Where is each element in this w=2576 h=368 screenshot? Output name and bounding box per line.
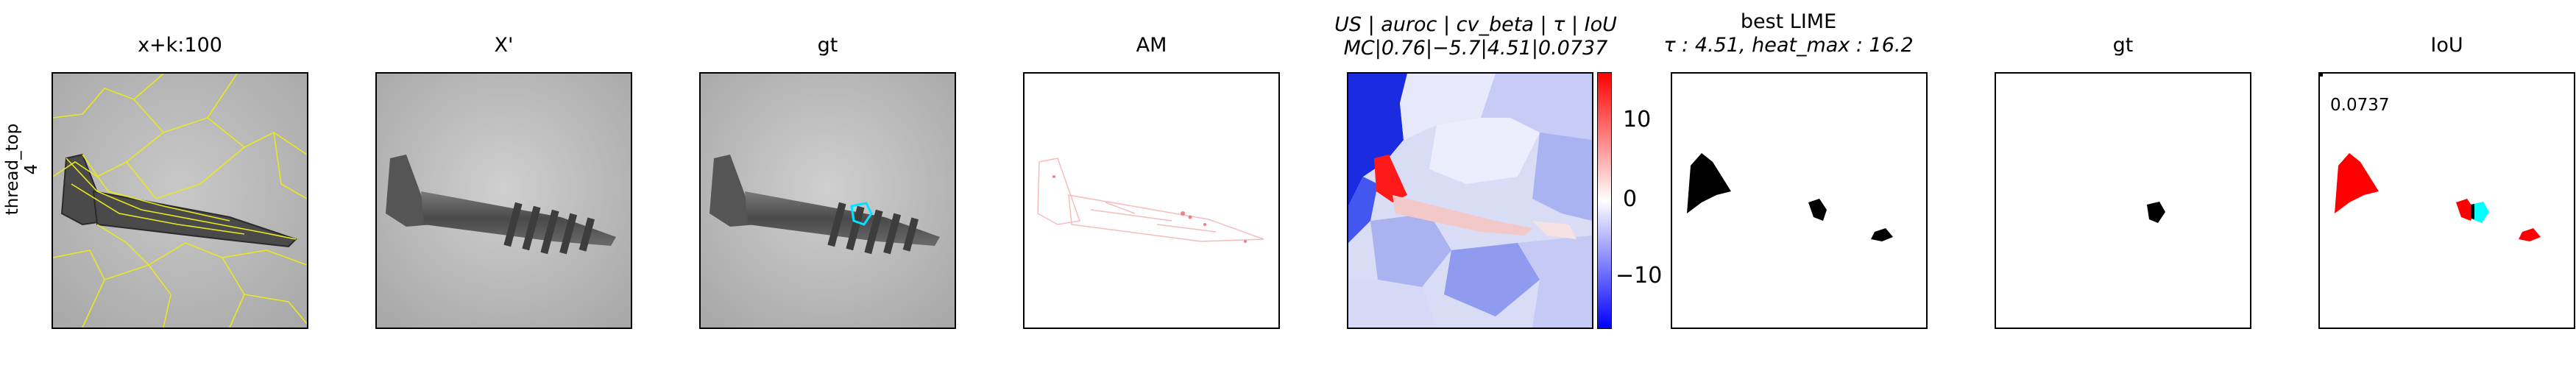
panel-title-reconstruction: X': [494, 34, 514, 57]
ground-truth-mask-image: [1996, 74, 2250, 328]
colorbar-tick-neg10: −10: [1616, 263, 1663, 289]
panel-title-lime-heatmap: US | auroc | cv_beta | τ | IoU MC|0.76|−…: [1317, 13, 1634, 60]
row-label-line1: thread_top: [3, 123, 22, 216]
panel-reconstruction: [375, 72, 632, 329]
panel-iou: 0.0737: [2318, 72, 2575, 329]
lime-heatmap-image: [1348, 74, 1592, 328]
segmented-screw-image: [53, 74, 307, 328]
panel-ground-truth-overlay: [699, 72, 956, 329]
panel-anomaly-map: [1023, 72, 1280, 329]
panel-title-iou: IoU: [2430, 34, 2463, 57]
reconstructed-screw-image: [377, 74, 631, 328]
panel-ground-truth-mask: [1995, 72, 2251, 329]
colorbar: [1597, 72, 1612, 329]
iou-overlay-image: [2320, 74, 2574, 328]
gt-defect-outline: [850, 202, 873, 226]
panel-title-ground-truth-mask: gt: [2112, 34, 2134, 57]
best-lime-mask-image: [1672, 74, 1926, 328]
best-lime-title-line1: best LIME: [1740, 10, 1837, 33]
panel-best-lime: [1671, 72, 1928, 329]
panel-input-segments: [52, 72, 308, 329]
best-lime-title-line2: τ : 4.51, heat_max : 16.2: [1663, 34, 1914, 57]
panel-title-anomaly-map: AM: [1136, 34, 1167, 57]
row-label-line2: 4: [22, 163, 41, 175]
panel-title-input-segments: x+k:100: [138, 34, 222, 57]
row-label: thread_top 4: [3, 96, 41, 243]
lime-heatmap-title-line2: MC|0.76|−5.7|4.51|0.0737: [1343, 37, 1608, 60]
ground-truth-overlay-image: [701, 74, 955, 328]
iou-value-label: 0.0737: [2330, 96, 2390, 115]
panel-lime-heatmap: [1347, 72, 1593, 329]
panel-title-best-lime: best LIME τ : 4.51, heat_max : 16.2: [1641, 10, 1936, 57]
colorbar-tick-0: 0: [1623, 186, 1638, 212]
panel-title-ground-truth-overlay: gt: [817, 34, 838, 57]
lime-heatmap-title-line1: US | auroc | cv_beta | τ | IoU: [1334, 13, 1617, 36]
colorbar-tick-10: 10: [1623, 107, 1652, 132]
anomaly-map-image: [1025, 74, 1278, 328]
